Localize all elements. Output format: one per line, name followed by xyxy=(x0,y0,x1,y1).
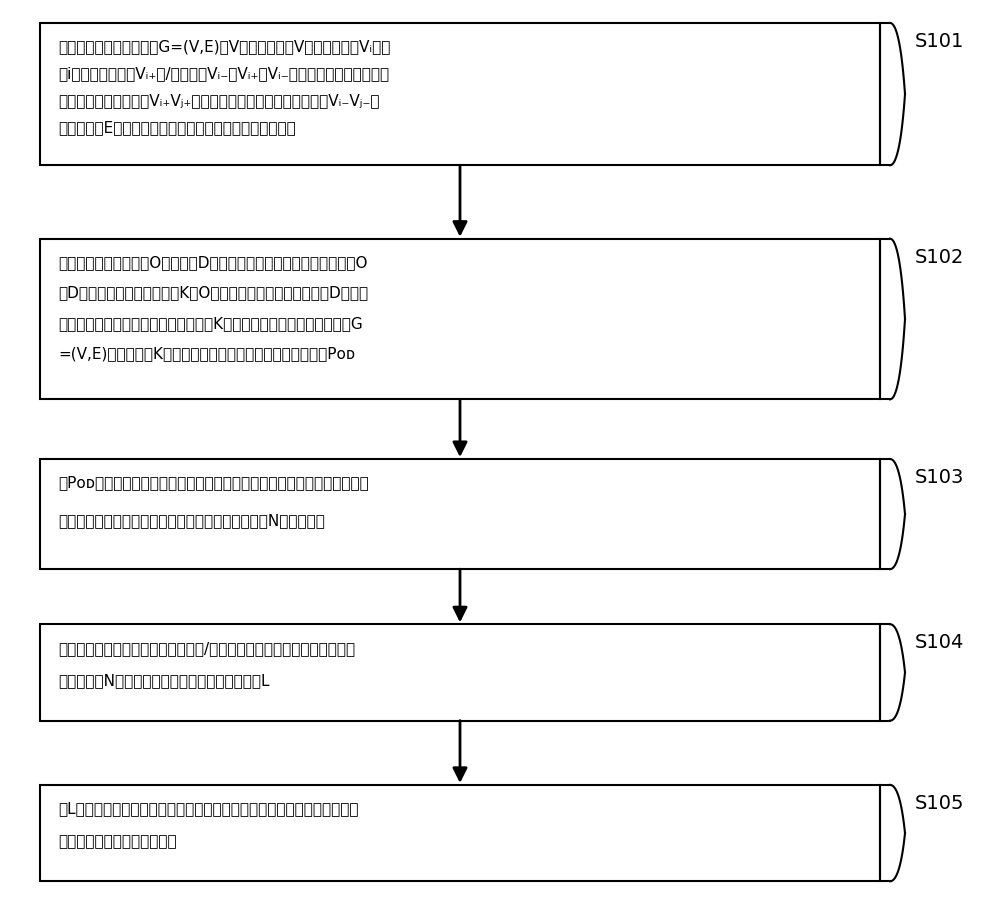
Text: 顺序向用户推荐空铁中转路线: 顺序向用户推荐空铁中转路线 xyxy=(58,834,177,849)
Text: S105: S105 xyxy=(915,794,964,813)
Text: 对L中的每条空铁中转路线基于价格和耗时进行打分，按照打分从高到低的: 对L中的每条空铁中转路线基于价格和耗时进行打分，按照打分从高到低的 xyxy=(58,801,358,816)
Text: 构建国内空铁无向加权图G=(V,E)，V是顶点集合，V中的每个顶点Vᵢ表示: 构建国内空铁无向加权图G=(V,E)，V是顶点集合，V中的每个顶点Vᵢ表示 xyxy=(58,39,390,54)
Text: 径，并按照权重从小到大的顺序排队，取排在前面的N个中转路径: 径，并按照权重从小到大的顺序排队，取排在前面的N个中转路径 xyxy=(58,513,325,528)
Bar xyxy=(40,459,880,569)
Text: =(V,E)得到由对应K中每个键值对的空铁中转路径组成的集合Pᴏᴅ: =(V,E)得到由对应K中每个键值对的空铁中转路径组成的集合Pᴏᴅ xyxy=(58,346,355,362)
Bar xyxy=(40,239,880,399)
Text: 、D之间空铁组合键值对集合K：O的任意一个飞机场或火车站与D的任意: 、D之间空铁组合键值对集合K：O的任意一个飞机场或火车站与D的任意 xyxy=(58,285,368,300)
Text: S103: S103 xyxy=(915,468,964,487)
Text: 飞机场顶点连成一条辽Vᵢ₊Vⱼ₊，任意两个火车站顶点连成一条辽Vᵢ₋Vⱼ₋，: 飞机场顶点连成一条辽Vᵢ₊Vⱼ₊，任意两个火车站顶点连成一条辽Vᵢ₋Vⱼ₋， xyxy=(58,94,380,108)
Text: ，得到所述N个中转路径对应的空铁中转路线集合L: ，得到所述N个中转路径对应的空铁中转路线集合L xyxy=(58,674,270,688)
Text: 根据用户输入的出发地O和到达地D，利用国内机场数据和车站数据生成O: 根据用户输入的出发地O和到达地D，利用国内机场数据和车站数据生成O xyxy=(58,255,368,270)
Bar xyxy=(40,785,880,881)
Text: S102: S102 xyxy=(915,248,964,267)
Bar xyxy=(40,23,880,165)
Text: S104: S104 xyxy=(915,633,964,653)
Text: 得到边集合E；每个边的权重至少包括耗时权重和价格权重: 得到边集合E；每个边的权重至少包括耗时权重和价格权重 xyxy=(58,120,296,135)
Text: 根据用户输入的出行日期查询航班和/或高铁车次及余票，并进行组合拼接: 根据用户输入的出行日期查询航班和/或高铁车次及余票，并进行组合拼接 xyxy=(58,641,355,655)
Text: S101: S101 xyxy=(915,32,964,51)
Text: 第i个城市的飞机场Vᵢ₊和/或火车站Vᵢ₋，Vᵢ₊和Vᵢ₋之间是连通的；任意两个: 第i个城市的飞机场Vᵢ₊和/或火车站Vᵢ₋，Vᵢ₊和Vᵢ₋之间是连通的；任意两个 xyxy=(58,66,389,82)
Text: 将Pᴏᴅ中的中转路径按中转城市分类，取每类中转路径中权重最小的中转路: 将Pᴏᴅ中的中转路径按中转城市分类，取每类中转路径中权重最小的中转路 xyxy=(58,476,369,490)
Text: 一个飞机场或火车站组成一个键值对，K为所有键值对组成的集合；基于G: 一个飞机场或火车站组成一个键值对，K为所有键值对组成的集合；基于G xyxy=(58,316,363,330)
Bar xyxy=(40,624,880,721)
